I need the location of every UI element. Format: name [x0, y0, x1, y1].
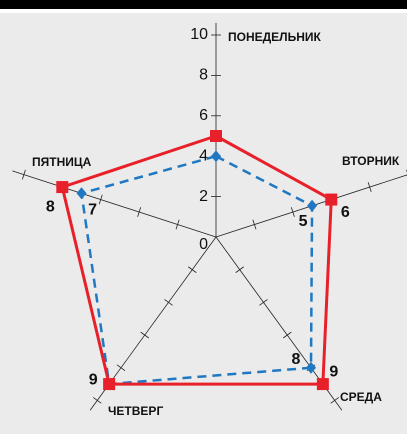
- tick-mark: [282, 331, 292, 339]
- marker: [210, 130, 222, 142]
- marker: [325, 193, 338, 206]
- tick-mark: [137, 207, 142, 217]
- tick-mark: [21, 169, 26, 180]
- top-bar: [0, 0, 407, 9]
- category-label: ПЯТНИЦА: [32, 155, 92, 169]
- tick-mark: [252, 219, 257, 230]
- value-label: 9: [329, 363, 338, 380]
- tick-mark: [330, 397, 340, 404]
- tick-mark: [98, 194, 103, 205]
- y-tick-label: 0: [199, 236, 208, 253]
- y-tick-label: 10: [190, 26, 208, 43]
- category-label: СРЕДА: [340, 390, 382, 404]
- tick-mark: [175, 219, 180, 230]
- value-label: 6: [341, 204, 350, 221]
- value-label: 7: [88, 202, 97, 219]
- marker: [307, 199, 318, 212]
- marker: [103, 378, 116, 391]
- category-label: ЧЕТВЕРГ: [108, 404, 163, 418]
- tick-mark: [259, 299, 268, 306]
- y-tick-label: 6: [199, 107, 208, 124]
- category-label: ПОНЕДЕЛЬНИК: [228, 30, 322, 44]
- tick-mark: [92, 397, 102, 404]
- tick-mark: [290, 207, 295, 217]
- tick-mark: [116, 364, 126, 371]
- top-gap: [0, 9, 407, 13]
- value-label: 8: [46, 198, 55, 215]
- tick-mark: [187, 266, 197, 273]
- y-tick-label: 2: [199, 188, 208, 205]
- tick-mark: [235, 266, 245, 273]
- tick-mark: [367, 182, 372, 192]
- value-label: 5: [299, 213, 308, 230]
- value-label: 8: [292, 351, 301, 368]
- value-label: 9: [89, 371, 98, 388]
- series-line: [60, 134, 333, 386]
- y-tick-label: 4: [199, 147, 208, 164]
- marker: [316, 378, 329, 391]
- y-tick-label: 8: [199, 67, 208, 84]
- axis-line: [215, 174, 407, 238]
- marker: [76, 187, 87, 200]
- tick-mark: [164, 299, 173, 306]
- series-line: [80, 154, 314, 386]
- marker: [305, 361, 316, 374]
- axis-line: [12, 170, 217, 238]
- tick-mark: [140, 331, 150, 339]
- category-label: ВТОРНИК: [342, 154, 400, 168]
- marker: [211, 150, 221, 163]
- marker: [56, 181, 69, 194]
